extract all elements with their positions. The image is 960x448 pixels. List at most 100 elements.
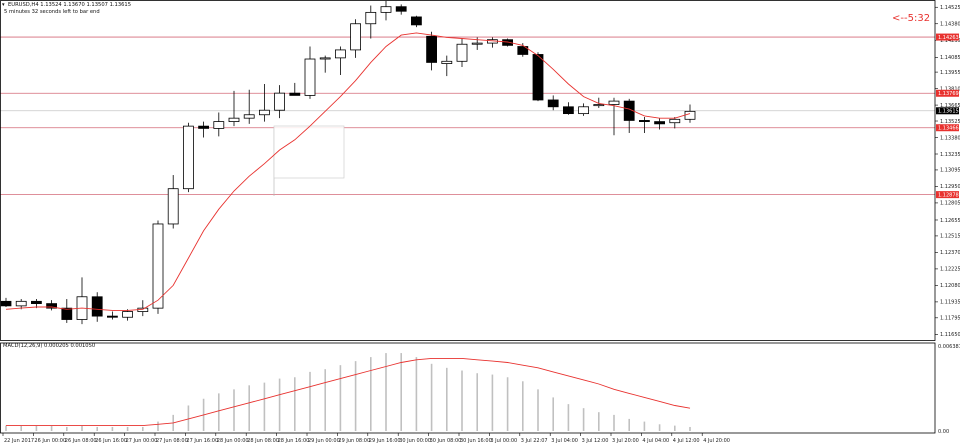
ma-line	[5, 32, 691, 311]
time-label: 30 Jun 00:00	[399, 438, 431, 444]
candle-body-bull	[350, 23, 362, 51]
price-marker-label: 1.14263	[938, 35, 959, 41]
tooltip-box	[273, 125, 345, 179]
time-label: 29 Jun 08:00	[338, 438, 370, 444]
price-tick-label: 1.13235	[940, 152, 960, 158]
price-marker	[936, 33, 959, 41]
candle-body-bull	[167, 188, 179, 225]
candle-body-bull	[304, 58, 316, 96]
candle-body-bull	[593, 104, 605, 107]
price-tick-label: 1.12225	[940, 267, 960, 273]
candle	[547, 95, 559, 111]
candle-body-bull	[122, 311, 133, 318]
chart-dropdown-icon[interactable]: ▾	[2, 2, 5, 8]
moving-average	[5, 32, 691, 311]
macd-label: MACD(12,26,9) 0.000205 0.001050	[3, 343, 96, 349]
macd-bar	[339, 365, 342, 431]
candle-body-bear	[198, 125, 210, 129]
time-label: 26 Jun 00:00	[34, 438, 66, 444]
candle	[258, 84, 270, 122]
candle	[502, 38, 514, 47]
price-tick-label: 1.11935	[940, 300, 960, 306]
symbol-ohlc-line: EURUSD,H4 1.13524 1.13670 1.13507 1.1361…	[8, 2, 132, 8]
candle	[15, 299, 27, 310]
time-label: 3 Jul 20:00	[612, 438, 639, 444]
macd-bar	[674, 425, 676, 431]
candle	[410, 15, 422, 28]
candle	[107, 311, 118, 320]
candle-body-bull	[669, 118, 681, 124]
macd-bar	[50, 425, 53, 431]
candle-body-bear	[502, 39, 514, 46]
candle	[654, 118, 665, 130]
macd-bar	[370, 357, 372, 431]
candle	[228, 90, 240, 127]
candle	[578, 103, 589, 116]
candle-body-bear	[639, 120, 650, 122]
candle	[289, 82, 301, 96]
candle-body-bear	[532, 54, 544, 101]
price-tick-label: 1.13525	[940, 119, 960, 125]
candle	[532, 52, 544, 102]
macd-scale-bottom: 0.00	[938, 429, 949, 435]
macd-bar	[446, 367, 448, 431]
candle	[76, 277, 88, 325]
candle-body-bull	[243, 114, 255, 119]
timer-text: 5 minutes 32 seconds left to bar end	[4, 9, 100, 15]
candle-body-bull	[608, 100, 620, 105]
time-label: 3 Jul 04:00	[551, 438, 578, 444]
candle-body-bull	[182, 125, 194, 190]
candle	[486, 37, 498, 48]
price-tick-label: 1.14085	[940, 55, 960, 61]
price-tick-label: 1.13955	[940, 70, 960, 76]
time-label: 28 Jun 08:00	[247, 438, 279, 444]
time-label: 27 Jun 16:00	[186, 438, 218, 444]
candle-body-bull	[213, 121, 225, 129]
macd-bar	[20, 425, 22, 431]
macd-bar	[552, 397, 554, 431]
macd-bar	[309, 371, 311, 431]
macd-bar	[430, 363, 433, 431]
candle	[639, 117, 650, 133]
macd-bar	[598, 412, 600, 431]
price-marker-label: 1.13769	[938, 91, 959, 97]
candle	[46, 300, 57, 311]
candle-body-bull	[319, 57, 331, 60]
candle	[61, 299, 73, 323]
price-marker	[936, 107, 959, 115]
candle-body-bear	[0, 300, 12, 307]
time-label: 29 Jun 00:00	[308, 438, 340, 444]
candle	[441, 55, 453, 77]
candle	[669, 117, 681, 129]
macd-histogram	[5, 353, 691, 431]
time-label: 30 Jun 08:00	[430, 438, 462, 444]
candle-body-bear	[91, 296, 103, 317]
candle	[365, 5, 377, 39]
candle-body-bear	[395, 6, 407, 12]
candle-body-bull	[578, 106, 589, 115]
candle	[182, 122, 194, 193]
time-label: 27 Jun 08:00	[156, 438, 188, 444]
candle-body-bull	[365, 11, 377, 25]
candle-body-bear	[426, 35, 438, 63]
candle-body-bear	[654, 121, 665, 125]
time-label: 3 Jul 12:00	[582, 438, 609, 444]
price-marker	[936, 191, 959, 199]
candle	[91, 292, 103, 322]
price-scale: 1.14525 1.14380 1.14235 1.14085 1.13955 1.138…	[935, 5, 960, 338]
candle	[0, 297, 12, 308]
macd-bar	[567, 404, 570, 431]
macd-bar	[476, 373, 478, 431]
macd-bar	[5, 425, 7, 431]
price-marker-label: 1.13466	[938, 126, 959, 132]
candle	[137, 300, 149, 317]
macd-bar	[263, 382, 266, 431]
macd-bar	[142, 426, 144, 431]
macd-bar	[278, 378, 281, 431]
candle	[623, 98, 635, 133]
macd-bar	[506, 377, 509, 431]
price-tick-label: 1.12950	[940, 184, 960, 190]
time-label: 27 Jun 00:00	[126, 438, 158, 444]
